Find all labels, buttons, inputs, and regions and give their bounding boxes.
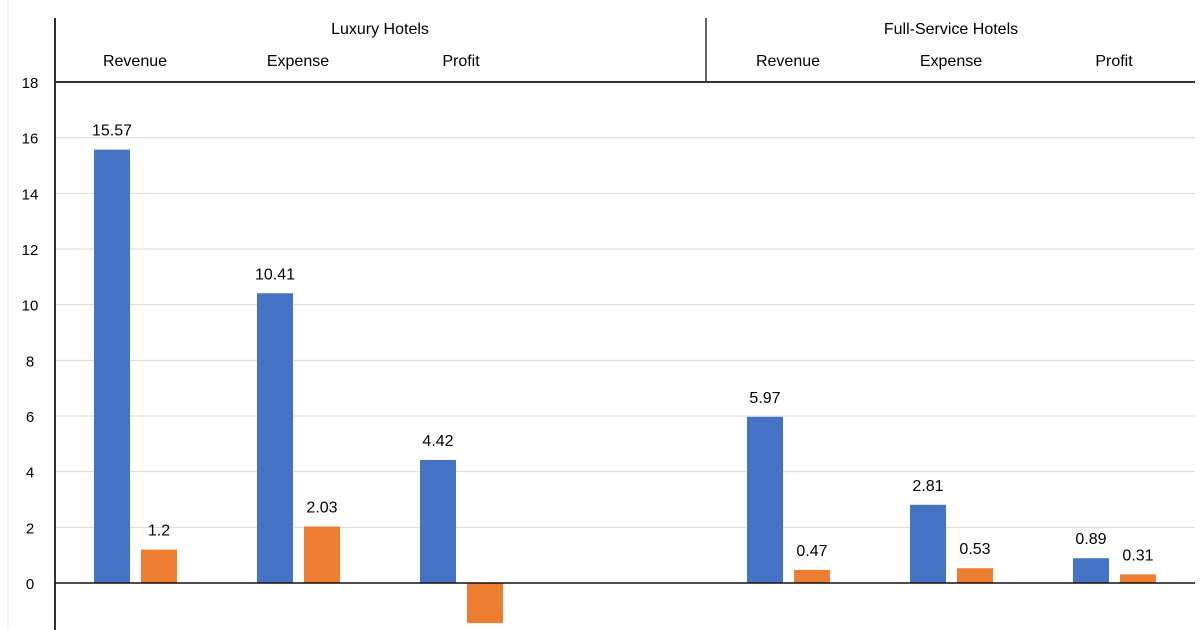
y-tick-label: 18 [22, 75, 39, 92]
data-label: 5.97 [749, 390, 780, 407]
y-tick-label: 10 [22, 298, 39, 315]
category-label: Profit [1095, 53, 1133, 70]
category-label: Expense [267, 53, 329, 70]
y-tick-label: 16 [22, 131, 39, 148]
bar-series1 [910, 504, 946, 583]
y-tick-label: 4 [26, 465, 34, 482]
bar-series2 [794, 569, 830, 583]
bar-series1 [94, 149, 130, 583]
y-tick-label: 12 [22, 242, 39, 259]
category-label: Revenue [756, 53, 820, 70]
data-label: 4.42 [422, 433, 453, 450]
group-label: Full-Service Hotels [884, 21, 1018, 38]
bar-series2 [1120, 574, 1156, 583]
y-tick-label: 14 [22, 186, 39, 203]
y-tick-label: 0 [26, 576, 34, 593]
y-tick-label: 6 [26, 409, 34, 426]
bar-series2 [957, 568, 993, 583]
data-label: 0.47 [796, 543, 827, 560]
data-label: 1.2 [148, 523, 170, 540]
data-label: 10.41 [255, 266, 295, 283]
bar-series1 [747, 416, 783, 583]
bar-series1 [420, 459, 456, 583]
data-label: 0.31 [1122, 547, 1153, 564]
data-label: 0.53 [959, 541, 990, 558]
bar-series2 [467, 583, 503, 624]
data-label: 15.57 [92, 123, 132, 140]
y-tick-label: 2 [26, 520, 34, 537]
bar-series1 [257, 293, 293, 583]
category-label: Profit [442, 53, 480, 70]
bar-series2 [141, 549, 177, 583]
data-label: 2.03 [306, 499, 337, 516]
data-label: 2.81 [912, 478, 943, 495]
bar-series2 [304, 526, 340, 583]
category-label: Revenue [103, 53, 167, 70]
category-label: Expense [920, 53, 982, 70]
bar-series1 [1073, 558, 1109, 583]
y-tick-label: 8 [26, 353, 34, 370]
group-label: Luxury Hotels [331, 21, 429, 38]
data-label: 0.89 [1075, 531, 1106, 548]
